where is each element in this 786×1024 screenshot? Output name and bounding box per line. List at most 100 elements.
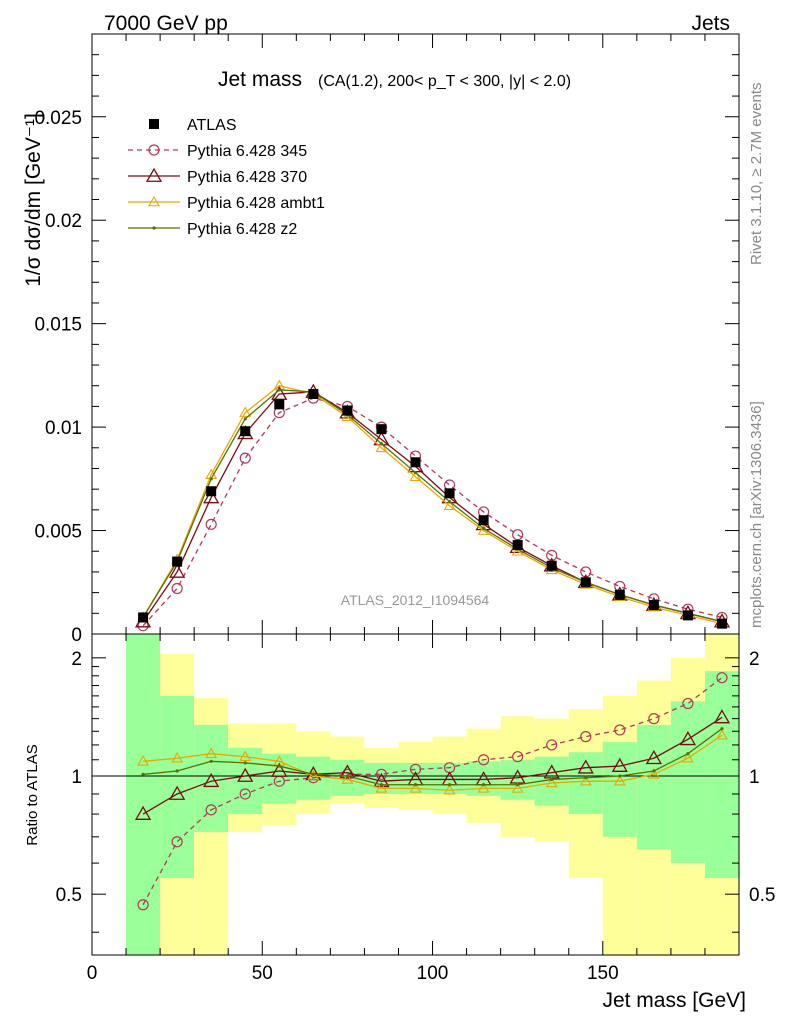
pythia-345-point — [580, 566, 592, 578]
pythia-z2-point — [516, 783, 520, 787]
pythia-z2-point — [652, 769, 656, 773]
pythia-ambt1-point — [613, 775, 626, 786]
pythia-345-point — [137, 899, 149, 911]
analysis-label: ATLAS_2012_I1094564 — [341, 592, 490, 608]
legend: ATLAS Pythia 6.428 345 Pythia 6.428 370 Pyt… — [128, 117, 325, 238]
ratio-uncertainty-bands — [92, 634, 739, 955]
pythia-370-point — [645, 749, 662, 765]
atlas-data-point — [580, 577, 591, 588]
pythia-370-point — [237, 767, 254, 782]
pythia-z2-point — [175, 769, 179, 773]
pythia-z2-point — [345, 774, 349, 778]
pythia-345-point — [716, 672, 728, 684]
atlas-data-point — [172, 556, 183, 567]
chart-title: Jet mass — [218, 68, 302, 91]
pythia-z2-point — [447, 499, 452, 504]
pythia-ambt1-point — [477, 782, 490, 793]
y-tick-label: 0.01 — [45, 418, 82, 439]
inner-band-bin — [568, 752, 603, 815]
inner-band-bin — [704, 671, 739, 878]
pythia-ambt1-point — [681, 752, 694, 763]
atlas-data-point — [206, 486, 217, 497]
atlas-data-point — [648, 600, 659, 611]
main-series — [134, 379, 731, 632]
pythia-370-point — [203, 772, 220, 788]
inner-band-bin — [602, 742, 637, 837]
pythia-345-point — [648, 713, 660, 725]
pythia-ambt1-point — [205, 747, 218, 758]
ratio-tick-label-left: 0.5 — [56, 885, 82, 906]
x-tick-label: 0 — [87, 963, 98, 984]
pythia-z2-point — [618, 774, 622, 778]
ratio-tick-label-right: 0.5 — [749, 885, 775, 906]
pythia-z2-point — [550, 777, 554, 782]
pythia-345-point — [546, 549, 558, 561]
atlas-data-point — [478, 515, 489, 526]
atlas-data-point — [376, 424, 387, 435]
atlas-data-point — [410, 457, 421, 468]
legend-label: ATLAS — [187, 117, 237, 134]
pythia-345-point — [239, 788, 251, 800]
pythia-z2-point — [720, 727, 724, 731]
pythia-ambt1-point — [579, 775, 592, 786]
pythia-z2-point — [379, 442, 384, 446]
legend-label: Pythia 6.428 z2 — [187, 221, 297, 238]
inner-band-bin — [500, 759, 535, 800]
pythia-ambt1-point — [375, 441, 388, 453]
axes: 0 50 100 150 0 0.005 0.01 0.015 0.02 0.025 0.5 0.5 1… — [34, 34, 775, 984]
atlas-data-point — [274, 399, 285, 410]
pythia-ambt1-point — [148, 195, 160, 207]
pythia-z2-point — [413, 471, 418, 475]
pythia-z2-point — [584, 776, 588, 780]
pythia-370-point — [339, 764, 356, 779]
pythia-370-point — [169, 785, 186, 800]
pythia-345-point — [205, 518, 217, 530]
pythia-ambt1-point — [171, 752, 184, 763]
ratio-series-line — [142, 677, 723, 906]
chart-subtitle: (CA(1.2), 200< p_T < 300, |y| < 2.0) — [318, 73, 571, 90]
pythia-345-point — [512, 751, 524, 763]
pythia-ambt1-point — [341, 773, 354, 784]
pythia-345-point — [239, 452, 251, 464]
pythia-345-point — [171, 836, 183, 848]
pythia-345-point — [148, 144, 160, 156]
pythia-z2-point — [447, 783, 452, 787]
pythia-ambt1-point — [647, 768, 660, 779]
pythia-ambt1-point — [443, 784, 456, 795]
pythia-ambt1-point — [137, 755, 150, 766]
pythia-370-point — [271, 762, 288, 777]
series-line — [142, 389, 723, 623]
x-axis-label: Jet mass [GeV] — [602, 989, 746, 1012]
pythia-370-point — [169, 563, 186, 578]
pythia-370-point — [679, 731, 697, 746]
pythia-ambt1-point — [239, 750, 252, 761]
mcplots-label: mcplots.cern.ch [arXiv:1306.3436] — [748, 401, 765, 628]
pythia-345-point — [580, 731, 592, 743]
pythia-z2-point — [277, 388, 281, 392]
inner-band-bin — [194, 724, 229, 833]
pythia-z2-point — [686, 752, 690, 756]
pythia-345-point — [682, 697, 694, 710]
pythia-ambt1-point — [545, 776, 558, 788]
pythia-345-point — [205, 804, 217, 816]
pythia-ambt1-point — [409, 470, 422, 482]
pythia-ambt1-point — [307, 769, 320, 781]
inner-band-bin — [670, 701, 705, 864]
x-tick-label: 100 — [417, 963, 449, 984]
pythia-z2-point — [243, 417, 247, 421]
pythia-z2-point — [379, 783, 384, 787]
legend-label: Pythia 6.428 370 — [187, 169, 307, 186]
pythia-ambt1-point — [239, 406, 252, 417]
atlas-data-point — [308, 389, 319, 399]
pythia-ambt1-point — [375, 782, 388, 793]
header-right: Jets — [691, 12, 730, 35]
pythia-ambt1-point — [409, 782, 422, 793]
pythia-z2-point — [141, 772, 145, 776]
pythia-z2-point — [209, 759, 213, 763]
atlas-data-point — [546, 560, 557, 571]
atlas-data-point — [240, 426, 251, 437]
inner-band-bin — [126, 634, 161, 955]
y-tick-label: 0.015 — [34, 315, 82, 336]
inner-band-bin — [636, 724, 671, 850]
y-tick-label: 0.025 — [34, 108, 82, 129]
